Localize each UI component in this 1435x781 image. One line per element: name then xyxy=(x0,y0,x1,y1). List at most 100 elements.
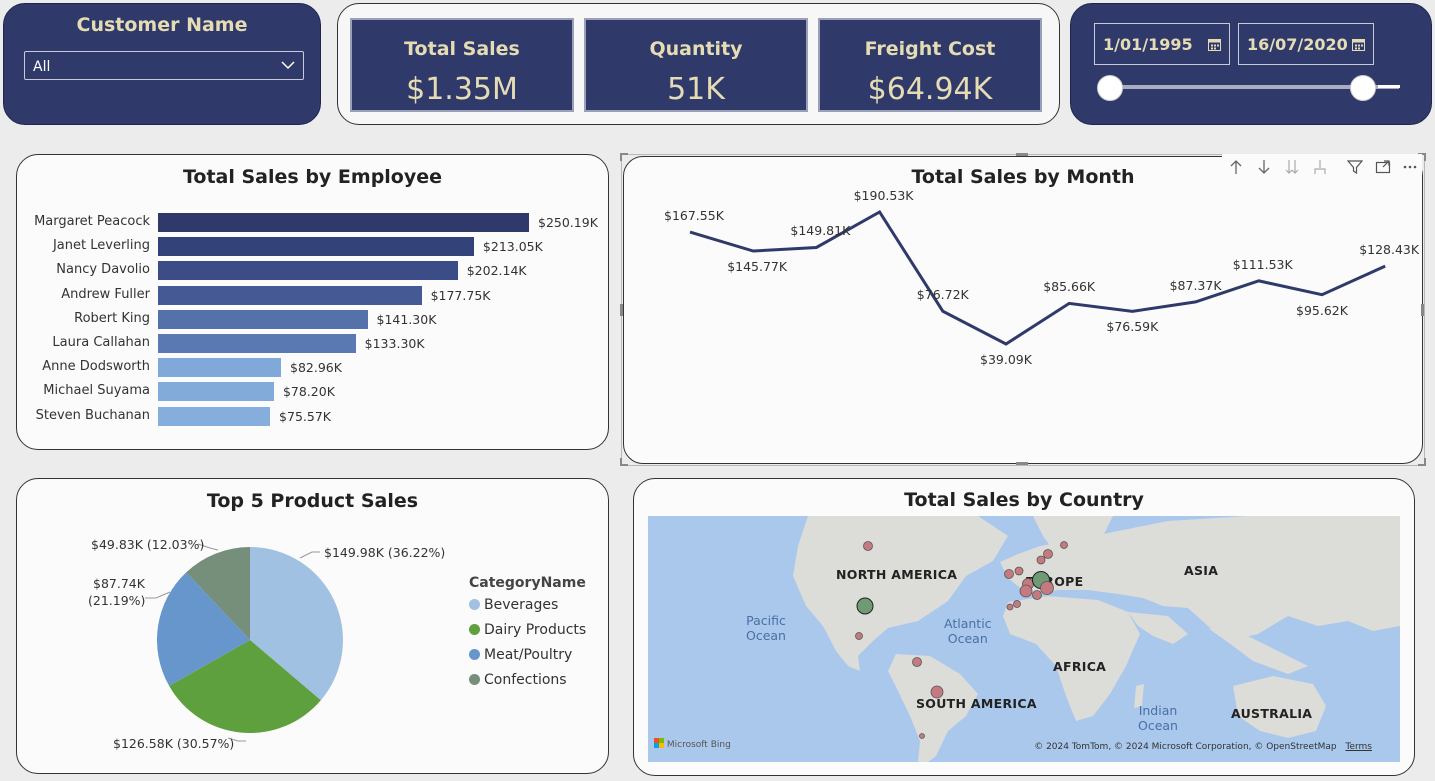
month-sales-card: Total Sales by Month xyxy=(623,156,1423,464)
country-bubble[interactable] xyxy=(1014,566,1024,576)
resize-handle[interactable] xyxy=(1421,304,1424,316)
month-value-label: $149.81K xyxy=(790,223,851,239)
employee-bar[interactable] xyxy=(158,334,356,353)
legend-dot xyxy=(469,599,480,610)
employee-bar[interactable] xyxy=(158,309,368,329)
continent-label-africa: AFRICA xyxy=(1053,659,1107,674)
month-value-label: $95.62K xyxy=(1296,302,1348,318)
country-bubble-selected[interactable] xyxy=(856,597,874,615)
ocean-label-indian: Indian Ocean xyxy=(1138,703,1178,733)
country-bubble[interactable] xyxy=(1060,541,1068,549)
more-options-icon[interactable] xyxy=(1402,159,1418,175)
pie-slice-label: $149.98K (36.22%) xyxy=(324,545,446,560)
employee-bar[interactable] xyxy=(158,285,422,305)
kpi-total-sales: Total Sales $1.35M xyxy=(350,18,574,112)
kpi-total-sales-label: Total Sales xyxy=(404,38,520,60)
date-slicer-card: 1/01/1995 16/07/2020 xyxy=(1070,3,1432,125)
employee-bar[interactable] xyxy=(158,237,474,257)
legend-dot xyxy=(469,674,480,685)
sales-trend-line[interactable] xyxy=(689,209,1386,346)
resize-handle[interactable] xyxy=(1418,153,1426,161)
sort-up-icon[interactable] xyxy=(1228,159,1244,175)
resize-handle[interactable] xyxy=(620,458,628,466)
employee-bar[interactable] xyxy=(158,382,274,402)
drill-down-icon[interactable] xyxy=(1312,159,1328,175)
pie-leader-line xyxy=(227,737,246,742)
ocean-label-line: Atlantic xyxy=(944,616,992,631)
country-bubble[interactable] xyxy=(1040,581,1054,595)
country-bubble[interactable] xyxy=(1036,555,1046,565)
ocean-label-atlantic: Atlantic Ocean xyxy=(944,616,992,646)
bing-brand-text: Microsoft Bing xyxy=(666,740,731,750)
legend-item-dairy-products[interactable]: Dairy Products xyxy=(469,622,604,638)
customer-slicer-card: Customer Name All xyxy=(3,3,321,125)
calendar-icon[interactable] xyxy=(1208,38,1221,51)
legend-item-confections[interactable]: Confections xyxy=(469,672,604,688)
sort-down-icon[interactable] xyxy=(1256,159,1272,175)
pie-slice[interactable] xyxy=(186,547,250,640)
date-slider-track[interactable] xyxy=(1109,85,1399,89)
month-value-label: $128.43K xyxy=(1359,242,1420,258)
country-bubble[interactable] xyxy=(1043,549,1053,559)
pie-slice[interactable] xyxy=(156,572,250,686)
country-bubble[interactable] xyxy=(1004,569,1014,579)
terms-link[interactable]: Terms xyxy=(1345,742,1372,752)
land-india xyxy=(1128,612,1188,644)
filter-icon[interactable] xyxy=(1347,159,1363,175)
resize-handle[interactable] xyxy=(620,153,628,161)
date-slider-track-end xyxy=(1378,85,1400,88)
employee-bar-value: $78.20K xyxy=(282,384,335,400)
employee-name: Steven Buchanan xyxy=(35,407,150,423)
focus-mode-icon[interactable] xyxy=(1375,159,1391,175)
map-bubbles xyxy=(855,541,1068,739)
country-bubble[interactable] xyxy=(863,541,873,551)
legend-label: Confections xyxy=(484,672,567,688)
resize-handle[interactable] xyxy=(1016,153,1028,156)
product-chart-title: Top 5 Product Sales xyxy=(206,490,419,512)
land-south-america xyxy=(888,654,978,762)
end-date-input[interactable]: 16/07/2020 xyxy=(1238,23,1374,65)
continent-label-asia: ASIA xyxy=(1184,563,1219,578)
product-sales-card: Top 5 Product Sales CategoryName Beverag… xyxy=(16,478,609,774)
pie-slice-label: $49.83K (12.03%) xyxy=(91,537,205,552)
map-attribution: © 2024 TomTom, © 2024 Microsoft Corporat… xyxy=(1034,742,1372,752)
date-slider-start-handle[interactable] xyxy=(1097,75,1123,101)
employee-bar-value: $202.14K xyxy=(466,263,527,279)
world-map[interactable]: NORTH AMERICA EUROPE ASIA AFRICA SOUTH A… xyxy=(648,516,1400,762)
land-north-america xyxy=(793,516,1008,671)
pie-slice[interactable] xyxy=(250,547,344,701)
resize-handle[interactable] xyxy=(1418,458,1426,466)
pie-leader-line xyxy=(299,551,320,559)
country-bubble[interactable] xyxy=(1032,590,1042,600)
legend-item-beverages[interactable]: Beverages xyxy=(469,597,604,613)
employee-bar-value: $250.19K xyxy=(538,215,598,230)
pie-slice[interactable] xyxy=(169,640,321,733)
expand-all-icon[interactable] xyxy=(1284,159,1300,175)
employee-bar[interactable] xyxy=(158,406,271,426)
country-bubble[interactable] xyxy=(919,733,925,739)
employee-bar[interactable] xyxy=(158,261,458,281)
country-bubble[interactable] xyxy=(930,685,944,699)
employee-bar[interactable] xyxy=(158,358,282,378)
resize-handle[interactable] xyxy=(1016,462,1028,465)
country-bubble[interactable] xyxy=(1006,603,1014,611)
customer-dropdown[interactable]: All xyxy=(24,51,304,80)
country-bubble[interactable] xyxy=(912,657,922,667)
date-slider-end-handle[interactable] xyxy=(1350,75,1376,101)
employee-name: Nancy Davolio xyxy=(56,262,150,278)
country-bubble[interactable] xyxy=(1019,584,1033,598)
ocean-label-line: Ocean xyxy=(1138,718,1178,733)
start-date-input[interactable]: 1/01/1995 xyxy=(1094,23,1230,65)
bing-brand: Microsoft Bing xyxy=(654,738,731,750)
calendar-icon[interactable] xyxy=(1352,38,1365,51)
country-bubble[interactable] xyxy=(855,632,863,640)
ocean-label-pacific: Pacific Ocean xyxy=(746,613,786,643)
employee-name: Margaret Peacock xyxy=(34,214,150,229)
country-bubble[interactable] xyxy=(1013,600,1021,608)
legend-item-meat-poultry[interactable]: Meat/Poultry xyxy=(469,647,604,663)
employee-name: Andrew Fuller xyxy=(61,286,150,302)
resize-handle[interactable] xyxy=(620,304,623,316)
kpi-panel: Total Sales $1.35M Quantity 51K Freight … xyxy=(337,3,1060,125)
employee-bar[interactable] xyxy=(158,213,529,232)
